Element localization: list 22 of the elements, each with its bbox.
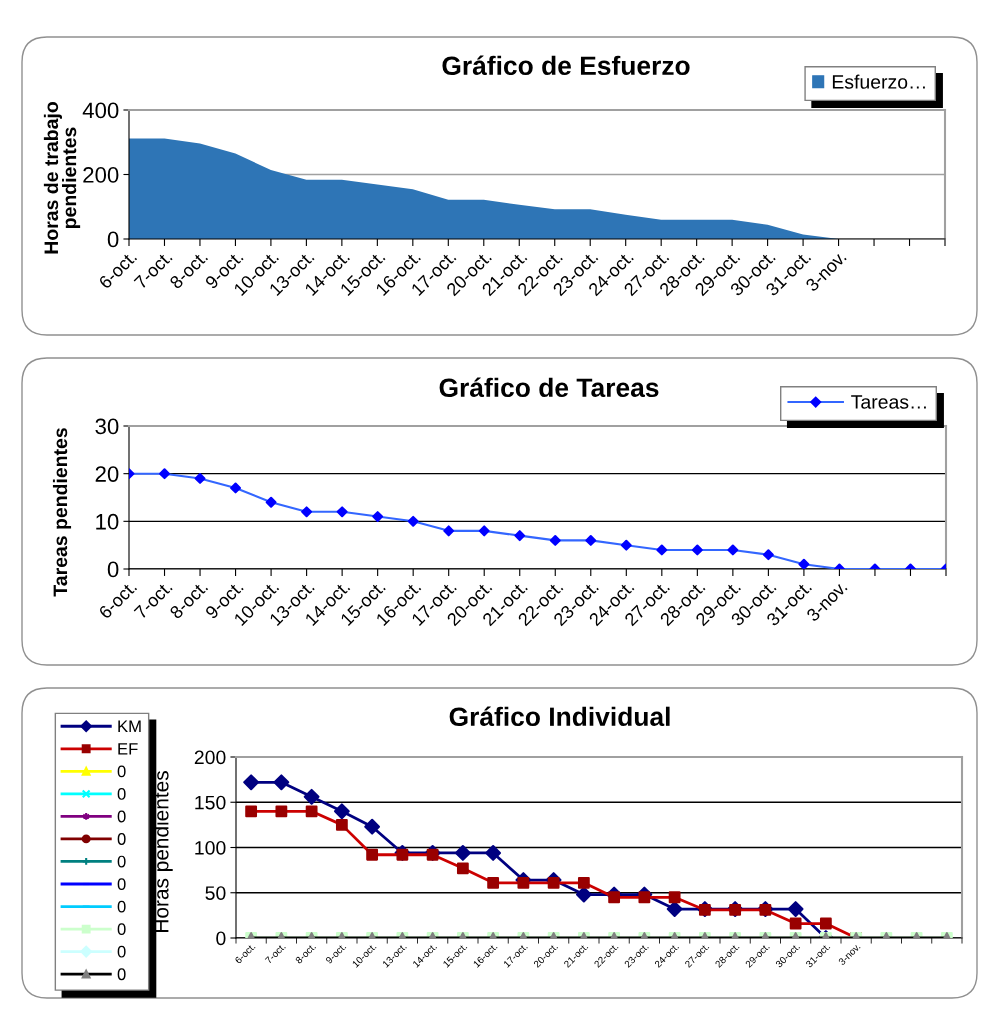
y-tick-label: 10 bbox=[96, 513, 119, 530]
y-tick-label: 50 bbox=[205, 886, 226, 900]
legend-label: KM bbox=[118, 720, 141, 733]
y-tick-label: 0 bbox=[107, 231, 119, 248]
y-tick-label: 20 bbox=[95, 466, 119, 482]
y-axis-title: Tareas pendientes bbox=[52, 428, 72, 597]
legend-label: EF bbox=[118, 743, 138, 755]
chart-title: Gráfico de Tareas bbox=[439, 377, 659, 398]
y-axis-title: Horas de trabajo pendientes bbox=[43, 102, 81, 254]
y-tick-label: 150 bbox=[195, 795, 226, 810]
y-tick-label: 30 bbox=[95, 418, 119, 435]
y-tick-label: 200 bbox=[194, 750, 226, 765]
y-axis-title: Horas pendientes bbox=[153, 771, 173, 932]
y-tick-label: 0 bbox=[216, 931, 226, 946]
y-tick-label: 400 bbox=[82, 102, 119, 119]
y-tick-label: 200 bbox=[83, 167, 119, 183]
legend-label: Esfuerzo… bbox=[832, 74, 925, 89]
y-tick-label: 0 bbox=[107, 561, 119, 578]
chart-title: Gráfico de Esfuerzo bbox=[442, 55, 690, 76]
legend-label: Tareas… bbox=[851, 395, 926, 409]
y-tick-label: 100 bbox=[195, 840, 226, 855]
chart-title: Gráfico Individual bbox=[449, 706, 670, 727]
